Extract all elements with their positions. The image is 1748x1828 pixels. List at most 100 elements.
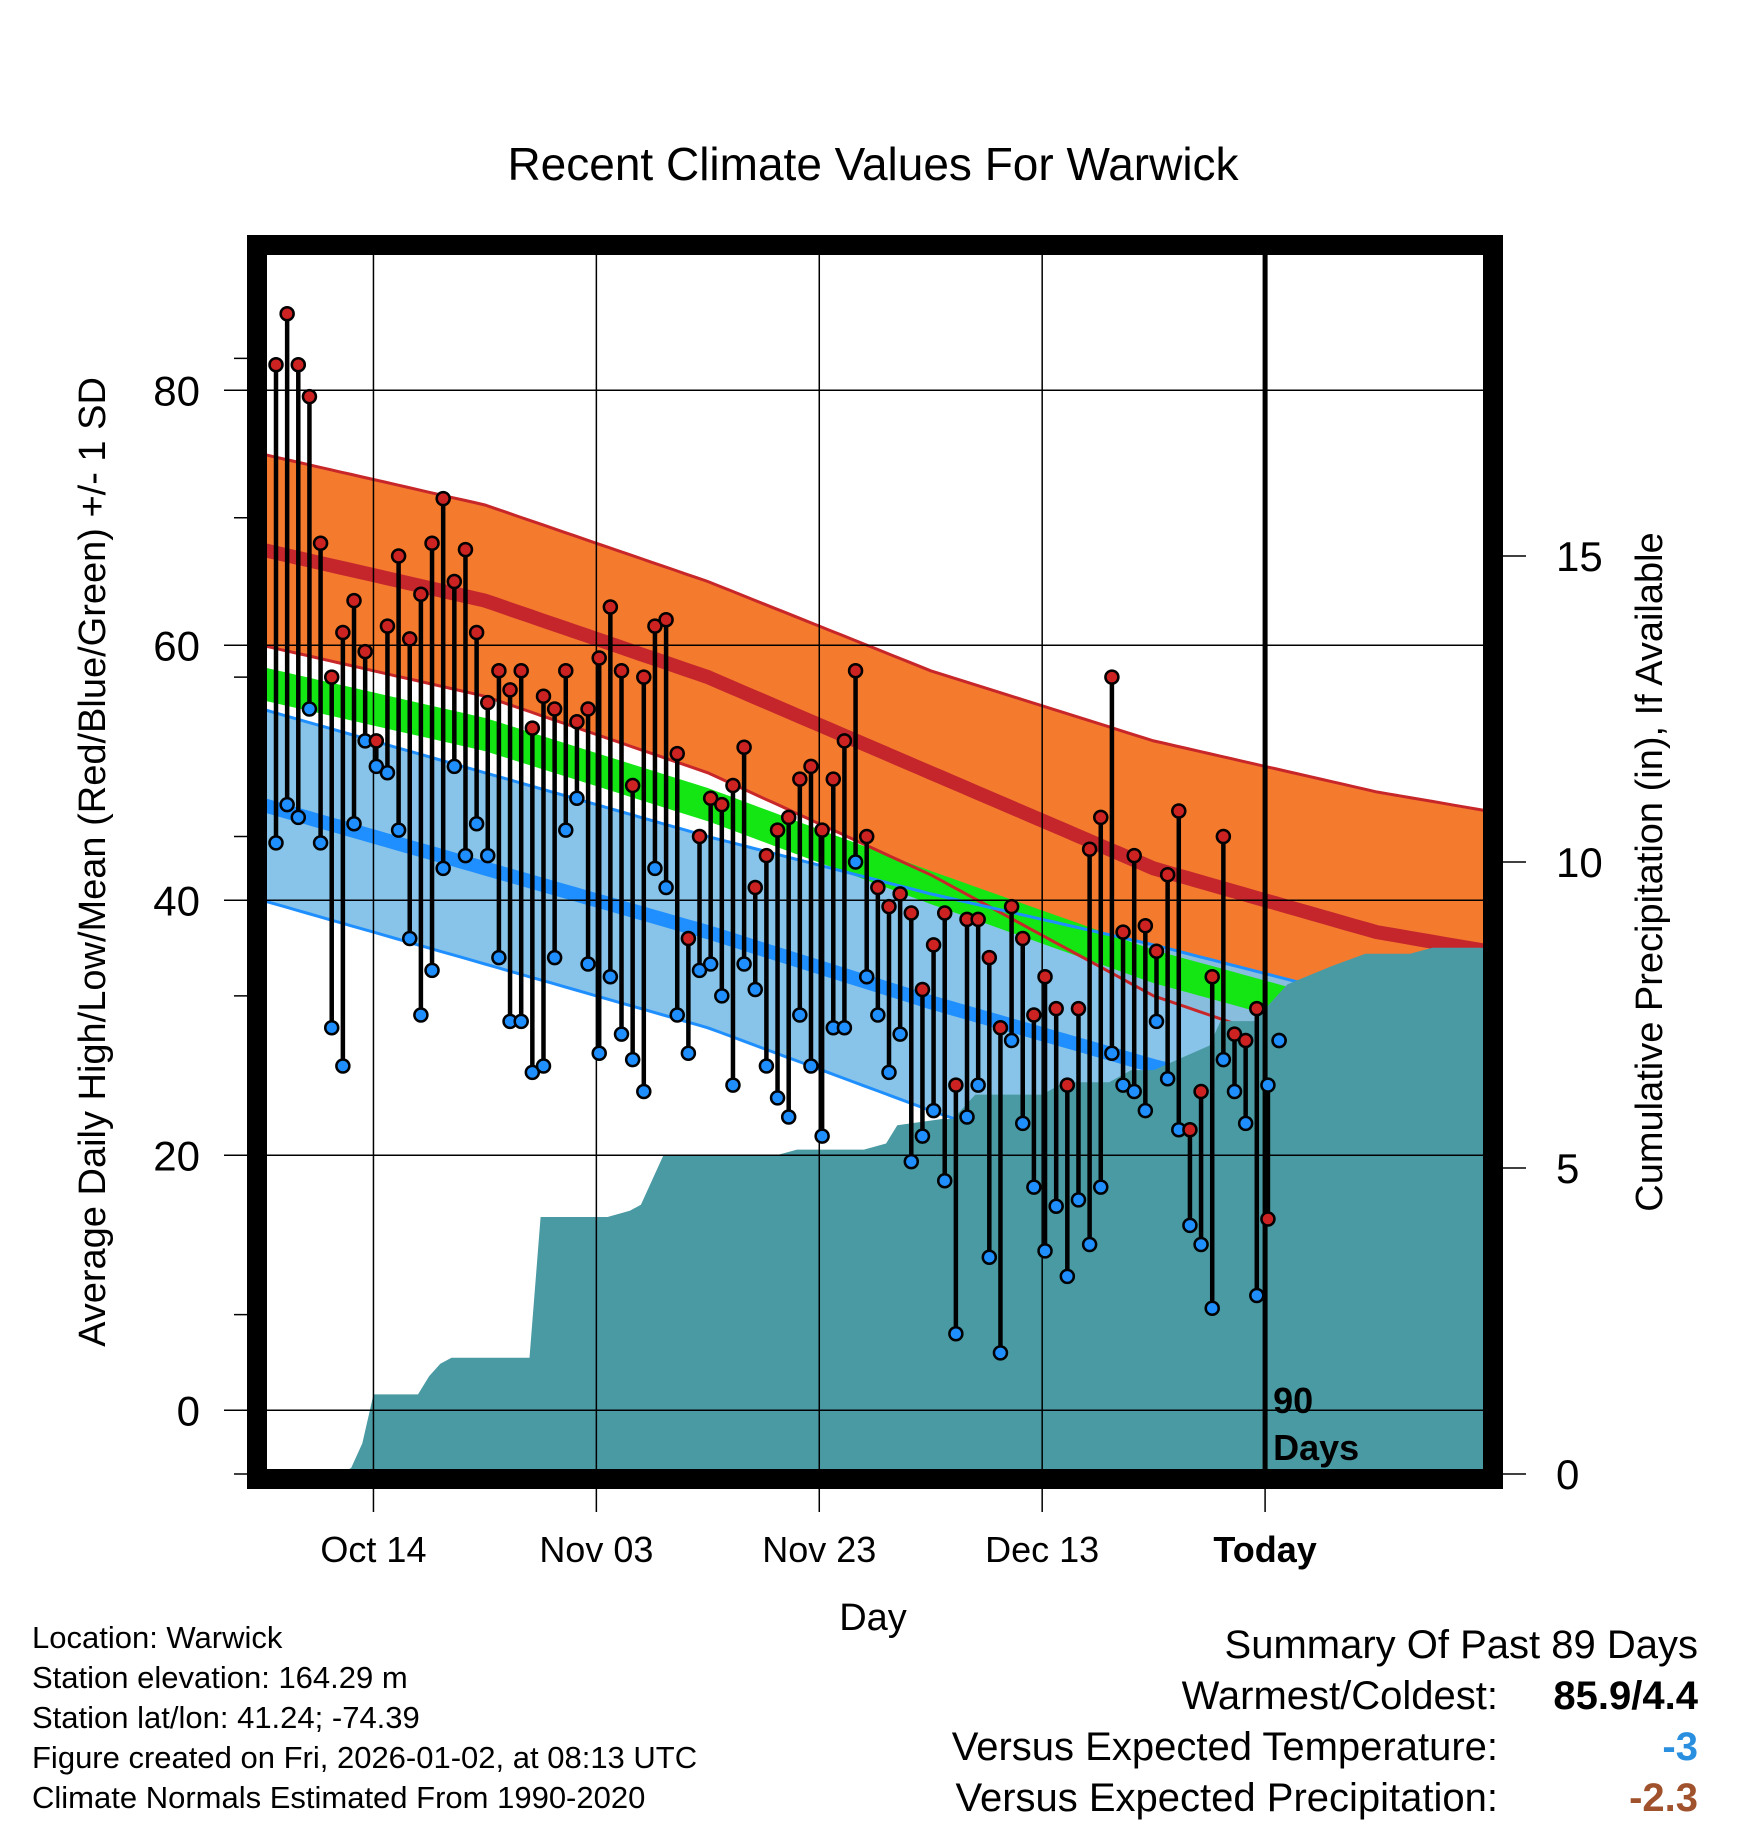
low-point-16: [446, 758, 463, 775]
low-point-80: [1159, 1071, 1176, 1087]
mean-band: [262, 666, 1488, 1064]
high-point-84: [1204, 969, 1220, 985]
high-point-87: [1237, 1032, 1254, 1049]
high-point-28: [580, 701, 596, 717]
high-point-73: [1081, 841, 1098, 857]
low-point-23: [524, 1064, 541, 1081]
low-point-20: [491, 949, 507, 966]
precip-anomaly-value: -2.3: [1629, 1776, 1698, 1820]
high-point-17: [457, 541, 474, 558]
station-metadata: Location: Warwick Station elevation: 164…: [32, 1618, 697, 1818]
high-point-86: [1226, 1026, 1243, 1042]
high-point-47: [792, 771, 808, 787]
high-point-36: [669, 745, 685, 762]
low-point-61: [948, 1326, 964, 1342]
low-point-84: [1204, 1300, 1220, 1316]
high-point-34: [647, 618, 663, 634]
high-point-29: [591, 650, 607, 666]
y2-axis-label: Cumulative Precipitation (in), If Availa…: [1629, 532, 1671, 1211]
low-point-32: [624, 1051, 641, 1068]
low-point-14: [424, 962, 440, 979]
high-point-67: [1014, 930, 1031, 947]
low-point-56: [892, 1026, 908, 1042]
summary-precipitation: Versus Expected Precipitation: -2.3: [952, 1773, 1698, 1824]
low-point-10: [379, 765, 396, 781]
low-point-24: [535, 1058, 552, 1074]
low-point-33: [636, 1083, 652, 1100]
high-point-5: [323, 669, 340, 685]
high-point-55: [881, 898, 897, 915]
low-point-40: [714, 988, 730, 1004]
y2-tick-label-0: 0: [1556, 1451, 1579, 1498]
low-point-89: [1260, 1077, 1276, 1093]
low-point-54: [870, 1007, 886, 1023]
low-point-31: [613, 1026, 630, 1042]
y2-tick-label-2: 10: [1556, 839, 1603, 886]
high-point-75: [1104, 669, 1120, 685]
high-point-48: [803, 758, 819, 775]
low-point-49: [814, 1128, 830, 1144]
high-point-15: [435, 490, 451, 507]
high-point-50: [825, 771, 842, 787]
low-point-4: [312, 835, 329, 851]
high-point-20: [491, 663, 507, 679]
low-point-13: [413, 1007, 429, 1023]
location-text: Location: Warwick: [32, 1620, 283, 1655]
warmest-coldest-label: Warmest/Coldest:: [1181, 1674, 1498, 1718]
low-point-42: [736, 956, 752, 972]
x-tick-label-1: Nov 03: [539, 1529, 653, 1570]
precipitation-area: [262, 947, 1488, 1474]
y-tick-label-2: 40: [153, 877, 200, 924]
x-tick-label-4: Today: [1213, 1529, 1316, 1570]
high-point-77: [1126, 847, 1142, 864]
low-point-45: [769, 1090, 786, 1106]
high-point-43: [747, 879, 764, 896]
low-point-53: [858, 969, 875, 985]
high-point-66: [1003, 898, 1020, 915]
low-point-37: [680, 1045, 697, 1061]
low-point-83: [1193, 1236, 1209, 1253]
low-point-7: [346, 816, 362, 832]
low-point-87: [1237, 1115, 1254, 1132]
low-point-72: [1070, 1192, 1087, 1208]
summary-heading: Summary Of Past 89 Days: [1224, 1623, 1698, 1667]
low-point-74: [1093, 1179, 1109, 1195]
low-point-59: [925, 1102, 942, 1119]
summary-warmest-coldest: Warmest/Coldest: 85.9/4.4: [952, 1671, 1698, 1722]
high-point-23: [524, 720, 541, 736]
high-point-60: [936, 905, 953, 921]
temp-anomaly-value: -3: [1662, 1725, 1698, 1769]
low-point-71: [1059, 1268, 1076, 1285]
high-point-54: [870, 879, 886, 896]
high-point-39: [702, 790, 719, 806]
chart-title: Recent Climate Values For Warwick: [507, 138, 1239, 190]
high-point-32: [624, 777, 641, 794]
high-point-38: [691, 828, 708, 845]
y-tick-label-0: 0: [177, 1387, 200, 1434]
high-point-6: [335, 624, 351, 641]
low-point-28: [580, 956, 596, 972]
high-point-12: [401, 631, 418, 647]
high-point-76: [1115, 924, 1131, 940]
high-point-78: [1137, 918, 1154, 934]
low-point-44: [758, 1058, 775, 1074]
low-point-85: [1215, 1051, 1232, 1068]
high-point-40: [714, 796, 730, 813]
low-point-88: [1249, 1287, 1265, 1304]
high-sd-band: [262, 454, 1488, 1092]
high-point-72: [1070, 1000, 1087, 1017]
high-plus-sd-line: [262, 452, 1488, 813]
high-point-49: [814, 822, 830, 838]
low-point-41: [725, 1077, 741, 1093]
low-point-26: [558, 822, 574, 838]
low-point-55: [881, 1064, 897, 1081]
y-axis-label: Average Daily High/Low/Mean (Red/Blue/Gr…: [72, 377, 114, 1347]
y2-tick-label-1: 5: [1556, 1145, 1579, 1192]
x-tick-label-2: Nov 23: [762, 1529, 876, 1570]
low-point-58: [914, 1128, 931, 1144]
low-point-63: [970, 1077, 986, 1093]
elevation-text: Station elevation: 164.29 m: [32, 1660, 408, 1695]
high-point-81: [1171, 803, 1187, 819]
high-point-45: [769, 822, 786, 838]
low-point-25: [546, 949, 563, 966]
